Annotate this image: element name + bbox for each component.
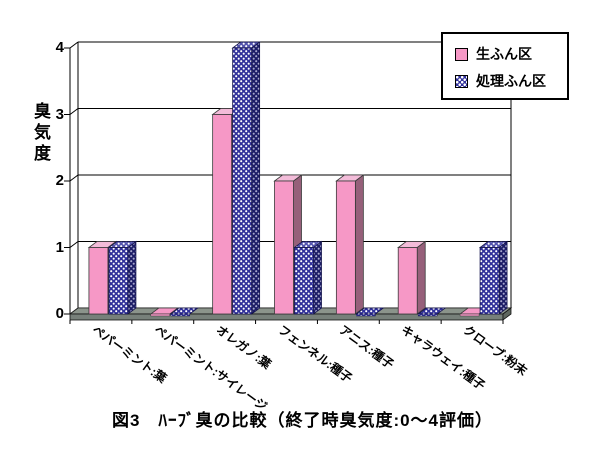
bar-raw <box>273 174 303 315</box>
bar-treated <box>293 240 323 315</box>
bar-raw <box>149 307 179 317</box>
bar-side-face <box>354 174 364 315</box>
bar-side-face <box>498 240 508 315</box>
y-axis-title: 臭気度 <box>31 102 50 165</box>
bar-raw <box>397 240 427 315</box>
floor-front <box>69 313 504 321</box>
figure-caption: 図3 ﾊｰﾌﾞ臭の比較（終了時臭気度:0～4評価） <box>111 411 494 430</box>
bar-zero-front <box>459 313 480 317</box>
bar-zero-front <box>150 313 171 317</box>
bar-treated <box>417 307 447 317</box>
y-tick-depth-line <box>69 174 79 182</box>
y-tick-label: 4 <box>55 39 64 56</box>
bar-treated <box>355 307 385 317</box>
y-tick-label: 3 <box>55 105 64 123</box>
plot-area <box>64 41 513 324</box>
legend-label-treated: 処理ふん区 <box>476 73 546 89</box>
y-tick-label: 1 <box>55 238 64 256</box>
bar-front-face <box>294 247 314 315</box>
y-tick-label: 0 <box>55 305 64 322</box>
floor-right-side <box>502 307 512 321</box>
legend-swatch-treated-icon <box>455 74 468 88</box>
bar-treated <box>231 41 261 315</box>
bar-raw <box>335 174 365 315</box>
bar-side-face <box>416 240 426 315</box>
legend-item-raw: 生ふん区 <box>443 42 567 66</box>
bar-front-face <box>212 114 233 315</box>
bar-side-face <box>251 41 261 315</box>
bar-front-face <box>397 247 418 315</box>
bar-side-face <box>127 240 137 315</box>
bar-zero-front <box>170 313 191 317</box>
y-tick-depth-line <box>69 108 79 115</box>
bar-treated <box>478 240 509 315</box>
bar-front-face <box>335 180 356 315</box>
y-tick-label: 2 <box>55 172 64 189</box>
y-tick-depth-line <box>69 241 79 248</box>
legend: 生ふん区 処理ふん区 <box>441 32 569 100</box>
y-tick-depth-line <box>69 41 79 49</box>
bar-front-face <box>274 180 294 315</box>
bar-zero-front <box>356 313 376 317</box>
legend-label-raw: 生ふん区 <box>476 46 532 62</box>
bar-front-face <box>232 47 253 315</box>
bar-treated <box>107 240 138 315</box>
bar-side-face <box>313 240 322 315</box>
legend-swatch-raw-icon <box>455 47 468 61</box>
legend-item-treated: 処理ふん区 <box>443 69 567 93</box>
bar-front-face <box>479 247 500 315</box>
bar-front-face <box>108 247 129 315</box>
bar-zero-front <box>417 313 438 317</box>
bar-treated <box>169 307 199 317</box>
bar-front-face <box>88 247 109 315</box>
